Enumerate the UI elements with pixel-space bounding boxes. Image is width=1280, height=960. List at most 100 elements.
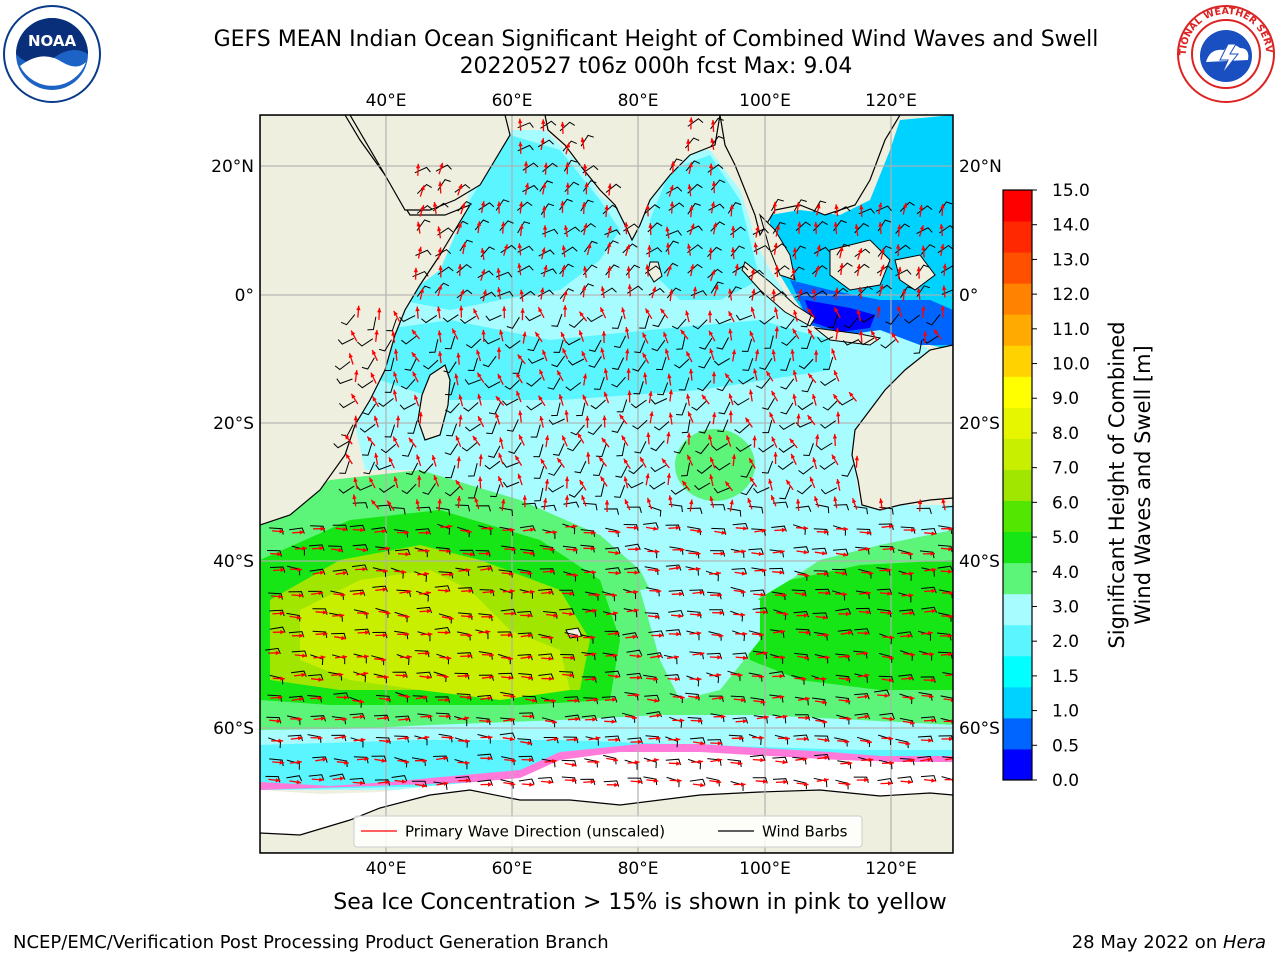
wave-arrow-head: [594, 759, 600, 765]
wind-barb: [835, 674, 851, 683]
wind-barb: [600, 287, 617, 296]
wave-arrow-head: [386, 697, 391, 702]
wind-barb: [854, 248, 871, 258]
wave-arrow-head: [341, 735, 347, 740]
wave-arrow-head: [645, 204, 650, 209]
wave-arrow-head: [711, 181, 717, 186]
wave-arrow-head: [750, 268, 755, 274]
wave-arrow-head: [564, 495, 570, 500]
wave-arrow-head: [786, 479, 791, 485]
wave-arrow-head: [497, 373, 502, 379]
wave-arrow-head: [277, 695, 283, 700]
wave-arrow-head: [590, 635, 596, 640]
wave-arrow-head: [607, 226, 612, 232]
wind-barb: [794, 652, 809, 661]
wind-barb: [687, 717, 703, 725]
wave-arrow-head: [942, 285, 947, 291]
wind-barb: [478, 651, 493, 660]
colorbar-tick-label: 0.5: [1052, 736, 1079, 756]
wave-arrow-head: [467, 695, 472, 700]
wind-barb: [475, 550, 491, 557]
wave-arrow-head: [697, 612, 702, 617]
wave-arrow-head: [795, 202, 801, 207]
wave-arrow-head: [405, 552, 410, 557]
wave-arrow-head: [921, 245, 926, 251]
wind-barb: [477, 270, 494, 279]
wind-barb: [916, 227, 933, 235]
wave-arrow-head: [753, 242, 758, 248]
wave-arrow-head: [372, 350, 377, 355]
wave-arrow-head: [941, 498, 946, 504]
wave-arrow-head: [701, 394, 707, 400]
wind-barb: [583, 697, 599, 705]
wave-arrow-head: [858, 248, 863, 254]
wave-arrow-head: [517, 473, 522, 479]
wind-barb: [937, 565, 953, 572]
wind-barb: [602, 611, 617, 621]
wave-arrow-head: [741, 571, 747, 576]
wave-arrow-head: [731, 225, 736, 231]
wave-arrow-head: [529, 714, 535, 719]
wave-arrow-head: [595, 736, 601, 741]
wind-barb: [626, 506, 642, 514]
wind-barb: [551, 313, 563, 327]
wind-barb: [697, 380, 712, 392]
wave-arrow-head: [931, 531, 937, 536]
wind-barb: [456, 289, 473, 299]
wave-arrow-head: [614, 631, 620, 636]
wind-barb: [474, 219, 490, 231]
wind-barb: [310, 525, 325, 533]
wind-barb: [716, 379, 730, 392]
wind-barb: [374, 779, 391, 786]
wind-barb: [879, 712, 895, 720]
wind-barb: [547, 377, 561, 390]
wave-arrow-head: [624, 499, 629, 505]
wave-arrow-head: [477, 372, 482, 378]
wind-barb: [833, 504, 850, 511]
wind-barb: [841, 464, 854, 477]
wave-arrow-head: [561, 332, 565, 337]
wave-arrow-head: [687, 184, 692, 189]
wind-barb: [644, 694, 660, 702]
wave-arrow-head: [940, 305, 945, 311]
wind-barb: [433, 755, 449, 762]
wave-arrow-head: [419, 287, 424, 293]
wave-arrow-head: [823, 778, 829, 783]
wave-arrow-head: [716, 571, 721, 576]
wave-arrow-head: [649, 411, 654, 417]
wave-arrow-head: [763, 715, 769, 720]
wind-barb: [579, 283, 594, 295]
wind-barb: [499, 588, 513, 600]
wave-arrow-head: [806, 630, 811, 635]
wave-arrow-head: [508, 656, 513, 661]
wave-arrow-head: [876, 306, 881, 311]
wind-barb: [265, 647, 281, 655]
wind-barb: [443, 361, 457, 374]
wave-arrow-head: [741, 782, 746, 787]
wind-barb: [349, 713, 366, 720]
wind-barb: [530, 424, 541, 438]
wave-arrow-head: [731, 454, 737, 459]
wave-arrow-head: [401, 569, 407, 575]
wind-barb: [362, 403, 377, 416]
wind-barb: [624, 543, 641, 550]
colorbar-segment: [1003, 314, 1032, 346]
wind-barb: [475, 629, 489, 640]
wind-barb: [876, 588, 893, 595]
wave-arrow-head: [574, 634, 580, 639]
wind-barb: [356, 484, 373, 491]
wave-arrow-head: [928, 631, 933, 636]
wave-arrow-head: [498, 476, 503, 482]
wind-barb: [643, 522, 659, 529]
wave-arrow-head: [518, 141, 523, 147]
wave-arrow-head: [418, 411, 423, 417]
wind-barb: [533, 465, 545, 479]
wave-arrow-head: [655, 614, 660, 619]
wave-arrow-head: [518, 410, 523, 416]
wind-barb: [674, 358, 690, 369]
wave-arrow-head: [766, 371, 771, 377]
wind-barb: [627, 481, 644, 489]
wave-arrow-head: [845, 698, 851, 703]
wind-barb: [798, 465, 814, 475]
wind-barb: [519, 290, 536, 300]
